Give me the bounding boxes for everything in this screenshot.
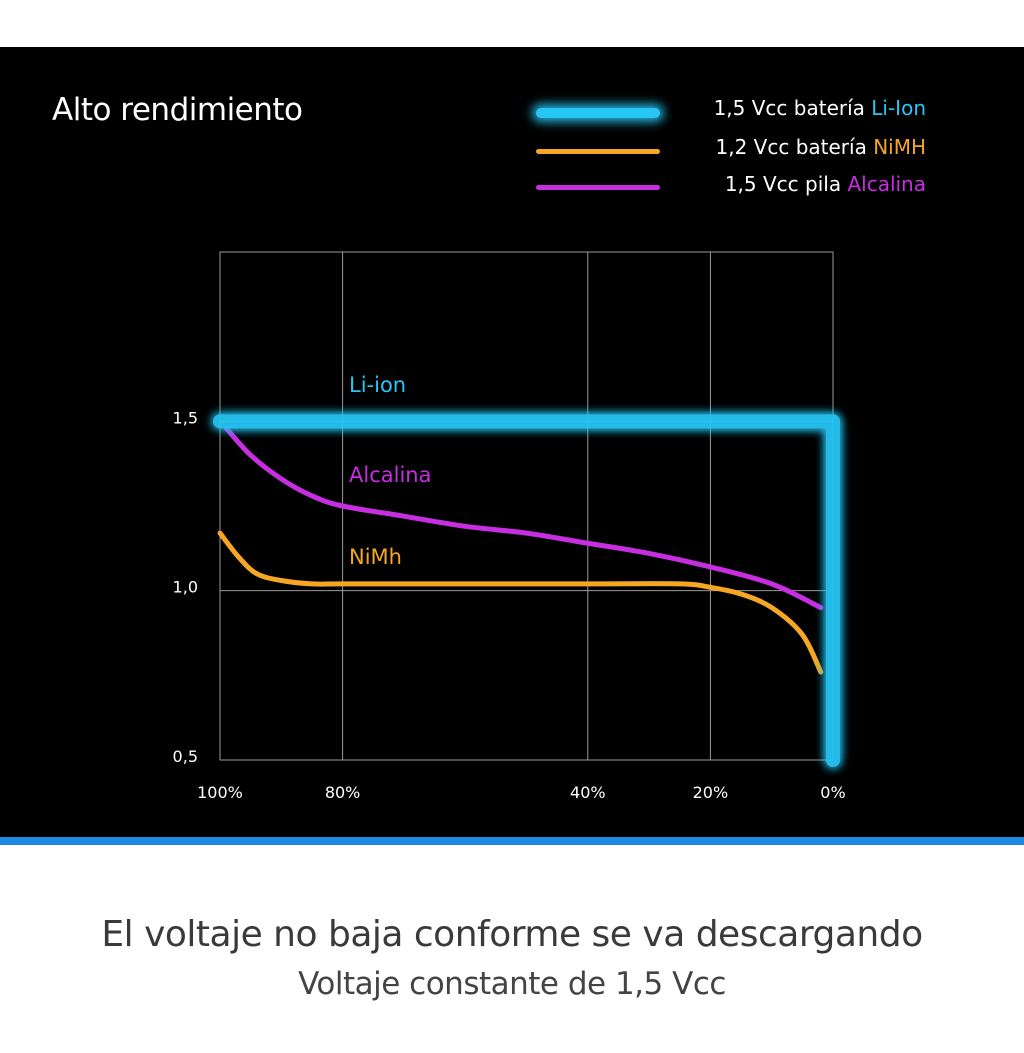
y-tick-label: 1,5 (173, 408, 198, 427)
legend-highlight: NiMH (873, 135, 926, 159)
x-tick-label: 40% (570, 783, 606, 802)
legend-swatch-nimh (536, 149, 660, 154)
legend-swatch-alcalina (536, 185, 660, 190)
line-chart: 100% 80% 40% 20% 0% 1,5 1,0 0,5 Alcalina NiMh Li-… (173, 251, 846, 802)
legend-label: 1,2 Vcc batería (715, 135, 874, 159)
series-label-li-ion: Li-ion (349, 373, 406, 397)
accent-divider (0, 837, 1024, 845)
legend-highlight: Alcalina (847, 172, 926, 196)
x-tick-label: 0% (820, 783, 845, 802)
legend-label: 1,5 Vcc batería (713, 96, 872, 120)
series-line-nimh (217, 530, 824, 675)
x-tick-label: 20% (693, 783, 729, 802)
chart-panel (0, 47, 1024, 837)
series-label-alcalina: Alcalina (349, 463, 431, 487)
chart-title: Alto rendimiento (52, 92, 303, 128)
legend-entry-li-ion: 1,5 Vcc batería Li-Ion (714, 96, 926, 120)
legend-entry-nimh: 1,2 Vcc batería NiMH (716, 135, 927, 159)
y-tick-label: 1,0 (173, 578, 198, 597)
y-tick-label: 0,5 (173, 747, 198, 766)
legend-entry-alcalina: 1,5 Vcc pila Alcalina (725, 172, 926, 196)
footer-headline: El voltaje no baja conforme se va descar… (101, 914, 923, 955)
x-tick-label: 100% (197, 783, 243, 802)
series-line-alcalina (223, 425, 824, 611)
series-label-nimh: NiMh (349, 545, 402, 569)
series-line-li-ion (213, 414, 840, 767)
legend-label: 1,5 Vcc pila (724, 172, 848, 196)
footer-subline: Voltaje constante de 1,5 Vcc (298, 966, 726, 1002)
x-tick-label: 80% (325, 783, 361, 802)
legend-highlight: Li-Ion (871, 96, 926, 120)
legend-swatch-li-ion (536, 108, 660, 118)
plot-frame (219, 251, 834, 761)
